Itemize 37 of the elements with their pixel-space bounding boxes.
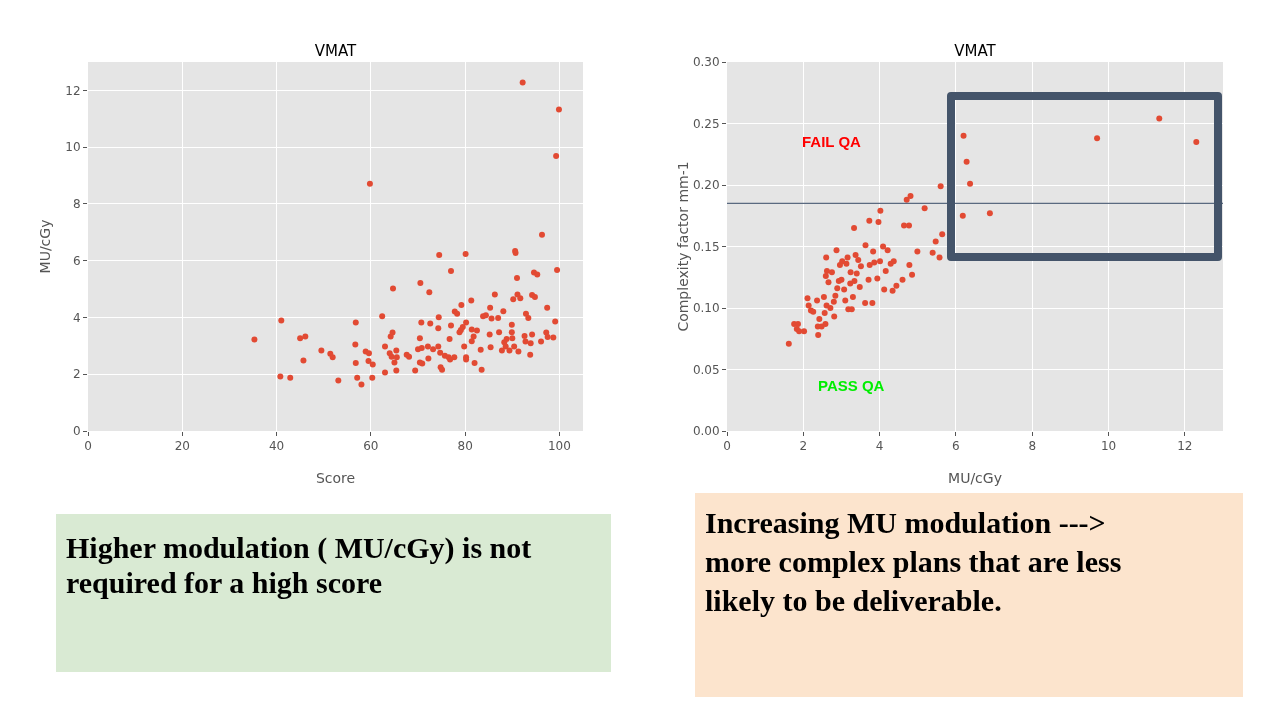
y-axis-title: MU/cGy bbox=[37, 219, 53, 274]
x-tick-label: 60 bbox=[363, 439, 379, 454]
y-tick-label: 0.10 bbox=[692, 301, 720, 316]
y-tick-label: 12 bbox=[65, 83, 81, 98]
x-tick-label: 0 bbox=[84, 439, 92, 454]
x-tick-label: 0 bbox=[723, 439, 731, 454]
x-tick-label: 10 bbox=[1100, 439, 1117, 454]
x-tick-label: 20 bbox=[174, 439, 190, 454]
y-tick-label: 0.20 bbox=[692, 178, 720, 193]
annotation: PASS QA bbox=[818, 377, 885, 394]
y-tick-label: 0.30 bbox=[692, 55, 720, 70]
y-tick-label: 0.25 bbox=[692, 116, 720, 131]
x-tick-label: 12 bbox=[1177, 439, 1193, 454]
y-tick-label: 8 bbox=[72, 197, 81, 212]
y-tick-label: 0.15 bbox=[692, 239, 720, 254]
x-tick-label: 2 bbox=[799, 439, 808, 454]
chart-title: VMAT bbox=[954, 42, 997, 60]
text: Increasing MU modulation ---> more complex plans that are less likely to be deliverable. bbox=[705, 505, 1123, 619]
chart-title: VMAT bbox=[314, 42, 358, 60]
y-tick-label: 0 bbox=[72, 424, 81, 439]
y-axis-title: Complexity factor mm-1 bbox=[674, 161, 691, 332]
annotation: FAIL QA bbox=[802, 133, 862, 150]
x-axis-title: MU/cGy bbox=[948, 470, 1002, 486]
x-tick-label: 8 bbox=[1028, 439, 1037, 454]
x-tick-label: 80 bbox=[457, 439, 473, 454]
y-tick-label: 4 bbox=[72, 310, 81, 325]
y-tick-label: 10 bbox=[65, 140, 81, 155]
y-tick-label: 2 bbox=[72, 367, 81, 382]
y-tick-label: 0.00 bbox=[692, 424, 720, 439]
text: Higher modulation ( MU/cGy) is not required for a high score bbox=[66, 530, 533, 601]
x-tick-label: 40 bbox=[268, 439, 285, 454]
x-tick-label: 100 bbox=[547, 439, 571, 454]
y-tick-label: 6 bbox=[72, 253, 81, 268]
x-tick-label: 6 bbox=[952, 439, 960, 454]
y-tick-label: 0.05 bbox=[692, 362, 720, 377]
x-tick-label: 4 bbox=[875, 439, 884, 454]
x-axis-title: Score bbox=[315, 470, 356, 486]
